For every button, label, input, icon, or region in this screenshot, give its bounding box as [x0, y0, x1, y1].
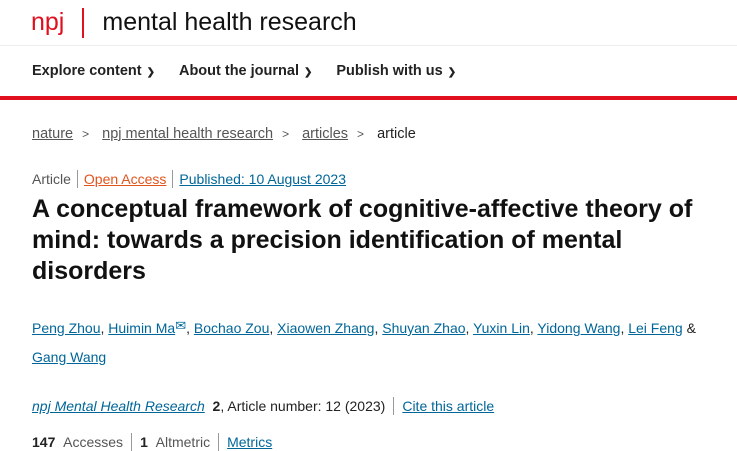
article-type: Article	[32, 171, 71, 187]
main-nav: Explore content ❯ About the journal ❯ Publ…	[0, 46, 737, 100]
nav-publish[interactable]: Publish with us ❯	[336, 63, 457, 79]
author-link[interactable]: Gang Wang	[32, 349, 107, 365]
chevron-down-icon: ❯	[303, 67, 313, 78]
volume: 2	[212, 398, 221, 414]
article-title: A conceptual framework of cognitive-affe…	[32, 195, 693, 285]
site-header: npj mental health research	[0, 0, 737, 46]
author-link[interactable]: Yidong Wang	[537, 320, 621, 336]
email-icon[interactable]: ✉	[175, 318, 187, 333]
author-link[interactable]: Yuxin Lin	[473, 320, 530, 336]
breadcrumb-nature[interactable]: nature	[32, 126, 74, 142]
journal-name[interactable]: mental health research	[102, 8, 357, 36]
nav-about-journal[interactable]: About the journal ❯	[178, 63, 313, 79]
breadcrumb-current: article	[377, 126, 416, 142]
journal-link[interactable]: npj Mental Health Research	[32, 398, 205, 414]
open-access-link[interactable]: Open Access	[83, 171, 167, 187]
article-metrics: 147 Accesses 1 Altmetric Metrics	[32, 433, 273, 451]
author-link[interactable]: Xiaowen Zhang	[277, 320, 375, 336]
published-date[interactable]: Published: 10 August 2023	[179, 171, 346, 187]
author-link[interactable]: Huimin Ma	[108, 320, 176, 336]
altmetric-count: 1	[140, 434, 148, 450]
author-list: Peng Zhou, Huimin Ma✉, Bochao Zou, Xiaow…	[32, 318, 696, 365]
chevron-right-icon: >	[82, 127, 90, 141]
article-number: , Article number: 12 (2023)	[220, 398, 386, 414]
logo-divider	[82, 7, 85, 38]
breadcrumb-articles[interactable]: articles	[302, 126, 349, 142]
chevron-down-icon: ❯	[146, 67, 155, 78]
cite-article-link[interactable]: Cite this article	[402, 398, 495, 414]
breadcrumb: nature > npj mental health research > arti…	[32, 126, 737, 142]
author-link[interactable]: Bochao Zou	[193, 320, 270, 336]
article-meta: Article Open Access Published: 10 August…	[32, 170, 737, 188]
author-link[interactable]: Peng Zhou	[32, 320, 101, 336]
author-link[interactable]: Shuyan Zhao	[382, 320, 466, 336]
breadcrumb-journal[interactable]: npj mental health research	[102, 126, 274, 142]
nav-explore-content[interactable]: Explore content ❯	[32, 63, 155, 79]
chevron-right-icon: >	[357, 127, 365, 141]
metrics-link[interactable]: Metrics	[227, 434, 273, 450]
author-link[interactable]: Lei Feng	[628, 320, 683, 336]
npj-logo[interactable]: npj	[31, 8, 65, 36]
accesses-count: 147	[32, 434, 56, 450]
chevron-right-icon: >	[282, 127, 290, 141]
citation: npj Mental Health Research 2, Article nu…	[32, 397, 737, 415]
chevron-down-icon: ❯	[447, 67, 457, 78]
